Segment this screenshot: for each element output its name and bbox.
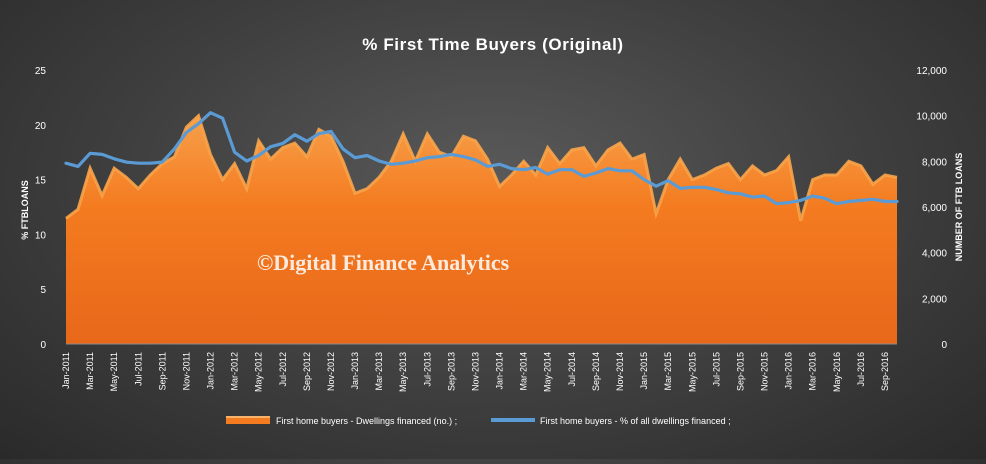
x-tick-label: Mar-2016	[808, 352, 818, 391]
y-tick-left: 5	[40, 285, 46, 296]
x-tick-label: Jan-2016	[784, 352, 794, 390]
y-tick-right: 6,000	[922, 203, 947, 214]
x-tick-label: Mar-2013	[374, 352, 384, 391]
y-axis-label-left: % FTBLOANS	[20, 180, 30, 240]
x-tick-label: Mar-2014	[519, 352, 529, 391]
x-tick-label: Jan-2011	[61, 352, 71, 389]
x-tick-label: May-2012	[254, 352, 264, 392]
y-tick-right: 10,000	[916, 112, 947, 123]
x-tick-label: Jul-2015	[711, 352, 721, 387]
y-tick-right: 12,000	[916, 66, 947, 77]
legend-swatch-area	[226, 416, 270, 424]
x-tick-label: Mar-2011	[85, 352, 95, 390]
y-tick-left: 15	[35, 176, 47, 187]
watermark: ©Digital Finance Analytics	[257, 250, 510, 275]
x-tick-label: Sep-2014	[591, 352, 601, 391]
line-series	[64, 111, 899, 206]
chart-title: % First Time Buyers (Original)	[362, 35, 623, 54]
x-tick-label: Jan-2013	[350, 352, 360, 390]
x-tick-label: Jul-2016	[856, 352, 866, 387]
x-tick-label: Sep-2011	[157, 352, 167, 390]
x-tick-label: Sep-2012	[302, 352, 312, 391]
x-tick-label: Jan-2015	[639, 352, 649, 390]
line-percent-dwellings	[64, 111, 899, 206]
area-top-edge	[65, 112, 898, 222]
x-tick-label: Nov-2015	[760, 352, 770, 391]
x-tick-label: Sep-2015	[735, 352, 745, 391]
x-tick-label: Nov-2013	[470, 352, 480, 391]
area-dwellings-financed	[66, 115, 897, 344]
axes: 0 5 10 15 20 25 0 2,000 4,000 6,000 8,000 10,000 12,…	[35, 66, 948, 392]
x-tick-label: Jul-2011	[133, 352, 143, 386]
x-tick-label: Mar-2012	[230, 352, 240, 391]
y-tick-left: 0	[40, 340, 46, 351]
x-tick-label: May-2013	[398, 352, 408, 392]
x-tick-label: Mar-2015	[663, 352, 673, 391]
x-tick-label: Jan-2012	[206, 352, 216, 390]
x-tick-label: May-2016	[832, 352, 842, 392]
y-tick-right: 8,000	[922, 157, 947, 168]
x-tick-label: Jul-2013	[422, 352, 432, 387]
y-tick-left: 10	[35, 230, 47, 241]
legend-swatch-area-highlight	[226, 416, 270, 418]
y-tick-left: 25	[35, 66, 47, 77]
x-tick-label: Sep-2016	[880, 352, 890, 391]
x-tick-label: Nov-2011	[181, 352, 191, 390]
x-tick-label: Nov-2014	[615, 352, 625, 391]
legend-label-percent: First home buyers - % of all dwellings f…	[540, 416, 731, 426]
x-tick-label: May-2015	[687, 352, 697, 392]
y-tick-right: 2,000	[922, 294, 947, 305]
y-tick-right: 0	[941, 340, 947, 351]
x-tick-label: Jul-2014	[567, 352, 577, 387]
x-tick-label: Sep-2013	[446, 352, 456, 391]
x-tick-label: Jan-2014	[495, 352, 505, 390]
x-tick-label: May-2014	[543, 352, 553, 392]
legend-label-dwellings: First home buyers - Dwellings financed (…	[276, 416, 457, 426]
y-tick-right: 4,000	[922, 249, 947, 260]
x-tick-label: Nov-2012	[326, 352, 336, 391]
y-axis-label-right: NUMBER OF FTB LOANS	[954, 153, 964, 262]
area-series	[65, 112, 898, 344]
y-tick-left: 20	[35, 121, 47, 132]
x-tick-label: May-2011	[109, 352, 119, 391]
legend: First home buyers - Dwellings financed (…	[226, 416, 731, 426]
x-tick-label: Jul-2012	[278, 352, 288, 387]
